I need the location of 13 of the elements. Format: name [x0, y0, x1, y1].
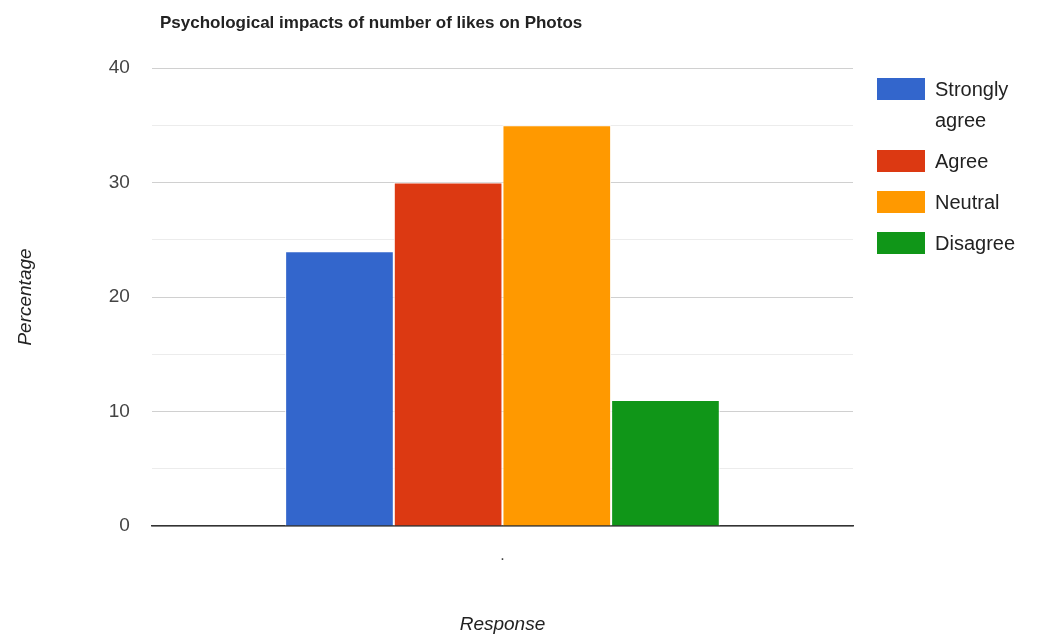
- y-tick-label: 0: [119, 514, 130, 536]
- legend-label: Agree: [935, 149, 990, 174]
- y-axis-title: Percentage: [13, 248, 35, 346]
- y-tick-label: 20: [108, 285, 130, 307]
- chart-title: Psychological impacts of number of likes on Photos: [160, 13, 583, 33]
- legend-label: Neutral: [935, 190, 1001, 215]
- y-tick-label: 40: [108, 56, 130, 78]
- x-axis-title: Response: [459, 612, 546, 634]
- y-tick-label: 30: [108, 170, 130, 192]
- legend-label: Strongly agree: [935, 77, 1010, 133]
- y-tick-label: 10: [108, 399, 130, 421]
- legend-label: Disagree: [935, 231, 1017, 256]
- x-tick-label: .: [500, 546, 505, 564]
